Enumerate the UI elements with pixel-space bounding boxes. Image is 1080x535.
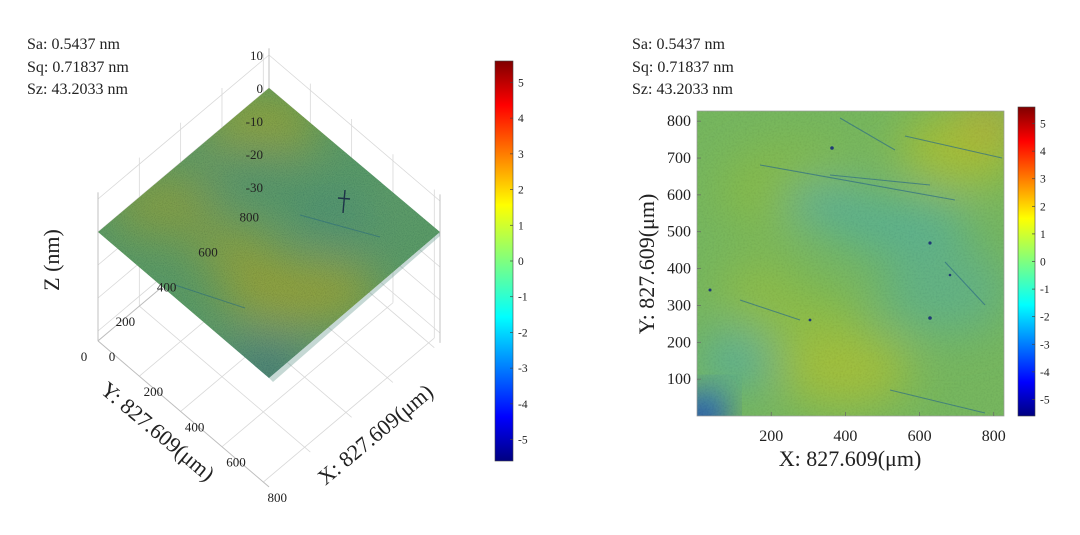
- colorbar-tick-label: 4: [1040, 146, 1046, 158]
- colorbar-tick-label: 5: [1040, 119, 1046, 131]
- colorbar-tick-label: -2: [1040, 312, 1050, 324]
- colorbar-tick-label: 2: [518, 185, 524, 197]
- colorbar-tick-label: -1: [518, 292, 528, 304]
- height-map-2d: 200 400 600 800 800 700 600 500 400 300 200 100 X: …: [634, 106, 1050, 471]
- colorbar-tick-label: -4: [1040, 367, 1050, 379]
- height-map-frame: [696, 110, 1005, 417]
- surface-3d: [98, 88, 440, 378]
- y-tick-label-2d: 200: [667, 334, 691, 351]
- sq-value: Sq: 0.71837 nm: [27, 58, 129, 76]
- y-tick-label-2d: 600: [667, 187, 691, 204]
- colorbar-tick-label: -1: [1040, 284, 1050, 296]
- sz-value: Sz: 43.2033 nm: [632, 81, 733, 98]
- roughness-stats-left: Sa: 0.5437 nm Sq: 0.71837 nm Sz: 43.2033…: [27, 34, 129, 102]
- colorbar-tick-label: 2: [1040, 201, 1046, 213]
- x-tick-label-2d: 800: [982, 428, 1006, 445]
- sz-value: Sz: 43.2033 nm: [27, 81, 128, 98]
- colorbar-tick-label: -3: [518, 363, 528, 375]
- y-tick-label-2d: 100: [667, 371, 691, 388]
- colorbar-tick-label: 4: [518, 113, 524, 125]
- colorbar-tick-label: 5: [518, 77, 524, 89]
- x-tick-label-2d: 400: [833, 428, 857, 445]
- y-tick-label-3d: 800: [240, 210, 260, 225]
- colorbar-tick-label: 0: [518, 256, 524, 268]
- height-map-ticks: 200 400 600 800 800 700 600 500 400 300 200 100: [667, 113, 1006, 445]
- colorbar-tick-label: 0: [1040, 257, 1046, 269]
- sa-value: Sa: 0.5437 nm: [632, 36, 725, 53]
- colorbar-tick-label: -3: [1040, 339, 1050, 351]
- z-gridline: [97, 54, 270, 200]
- x-floor-gridline: [263, 337, 435, 483]
- roughness-stats-right: Sa: 0.5437 nm Sq: 0.71837 nm Sz: 43.2033…: [632, 34, 734, 102]
- colorbar-tick-label: -5: [518, 435, 528, 447]
- x-axis-label-3d: X: 827.609(μm): [313, 379, 438, 490]
- z-tick-label-3d: 10: [250, 48, 263, 63]
- y-tick-label-2d: 800: [667, 113, 691, 130]
- y-tick-label-2d: 400: [667, 261, 691, 278]
- x-tick-label-2d: 600: [908, 428, 932, 445]
- colorbar-3d-ticks: 5 4 3 2 1 0 -1 -2 -3 -4 -5: [510, 77, 528, 447]
- sq-value: Sq: 0.71837 nm: [632, 58, 734, 76]
- colorbar-tick-label: 3: [1040, 174, 1046, 186]
- z-tick-label-3d: 0: [257, 81, 264, 96]
- colorbar-2d-ticks: 5 4 3 2 1 0 -1 -2 -3 -4 -5: [1032, 119, 1050, 406]
- x-tick-label-3d: 200: [144, 384, 164, 399]
- colorbar-tick-label: 1: [1040, 229, 1046, 241]
- z-tick-label-3d: -20: [246, 147, 263, 162]
- sa-value: Sa: 0.5437 nm: [27, 36, 120, 53]
- colorbar-tick-label: -4: [518, 399, 528, 411]
- y-tick-label-2d: 300: [667, 297, 691, 314]
- y-tick-label-3d: 400: [157, 279, 177, 294]
- y-axis-label-2d: Y: 827.609(μm): [634, 194, 659, 335]
- x-tick-label-2d: 200: [759, 428, 783, 445]
- axes-3d-ticks: 200 400 600 800 0 0 200 400 600 800 10 0 -10 -20 -30: [81, 48, 287, 505]
- x-axis-label-2d: X: 827.609(μm): [779, 446, 922, 471]
- y-tick-label-3d: 200: [116, 314, 136, 329]
- y-tick-label-3d: 600: [198, 245, 218, 260]
- x-tick-label-3d: 600: [226, 455, 246, 470]
- z-axis-label-3d: Z (nm): [39, 229, 64, 291]
- x-tick-label-3d: 800: [268, 490, 288, 505]
- x-floor-gridline: [221, 302, 394, 448]
- x-tick-label-3d: 400: [185, 419, 205, 434]
- z-gridline: [268, 54, 441, 202]
- colorbar-tick-label: 1: [518, 220, 524, 232]
- colorbar-tick-label: -5: [1040, 394, 1050, 406]
- y-tick-label-3d: 0: [81, 349, 88, 364]
- colorbar-tick-label: -2: [518, 327, 528, 339]
- z-tick-label-3d: -30: [246, 180, 263, 195]
- y-tick-label-2d: 700: [667, 150, 691, 167]
- colorbar-tick-label: 3: [518, 149, 524, 161]
- height-map-image: [697, 111, 1004, 416]
- z-tick-label-3d: -10: [246, 114, 263, 129]
- y-floor-gridline: [139, 305, 311, 453]
- x-axis-line: [97, 340, 270, 488]
- x-tick-label-3d: 0: [109, 349, 116, 364]
- y-tick-label-2d: 500: [667, 224, 691, 241]
